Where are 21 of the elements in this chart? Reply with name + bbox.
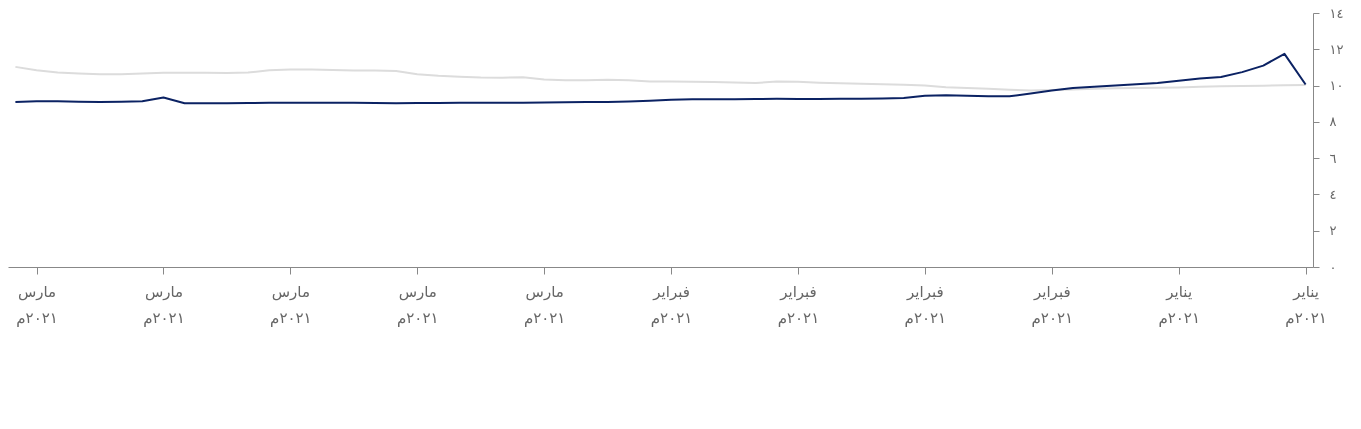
y-tick-label: ٨ bbox=[1329, 114, 1337, 130]
x-tick-label: فبراير ٢٠٢١م bbox=[650, 282, 693, 327]
y-tick-label: ١٠ bbox=[1329, 78, 1344, 94]
y-tick-label: ٠ bbox=[1329, 259, 1337, 275]
x-tick-label: فبراير ٢٠٢١م bbox=[777, 282, 820, 327]
x-tick-label: يناير ٢٠٢١م bbox=[1158, 282, 1200, 327]
y-tick-label: ١٤ bbox=[1329, 5, 1344, 21]
x-tick-label: فبراير ٢٠٢١م bbox=[1031, 282, 1074, 327]
x-tick-label: مارس ٢٠٢١م bbox=[16, 282, 58, 327]
x-tick-label: مارس ٢٠٢١م bbox=[270, 282, 312, 327]
y-tick-label: ١٢ bbox=[1329, 41, 1344, 57]
y-tick-label: ٢ bbox=[1329, 223, 1337, 239]
y-tick-label: ٦ bbox=[1329, 150, 1337, 166]
line-series bbox=[14, 65, 1307, 92]
y-tick-label: ٤ bbox=[1329, 186, 1337, 202]
line-series bbox=[14, 52, 1307, 105]
x-tick-label: مارس ٢٠٢١م bbox=[143, 282, 185, 327]
x-tick-label: مارس ٢٠٢١م bbox=[523, 282, 566, 327]
x-tick-label: يناير ٢٠٢١م bbox=[1285, 282, 1327, 327]
x-tick-label: مارس ٢٠٢١م bbox=[397, 282, 439, 327]
x-tick-label: فبراير ٢٠٢١م bbox=[904, 282, 947, 327]
